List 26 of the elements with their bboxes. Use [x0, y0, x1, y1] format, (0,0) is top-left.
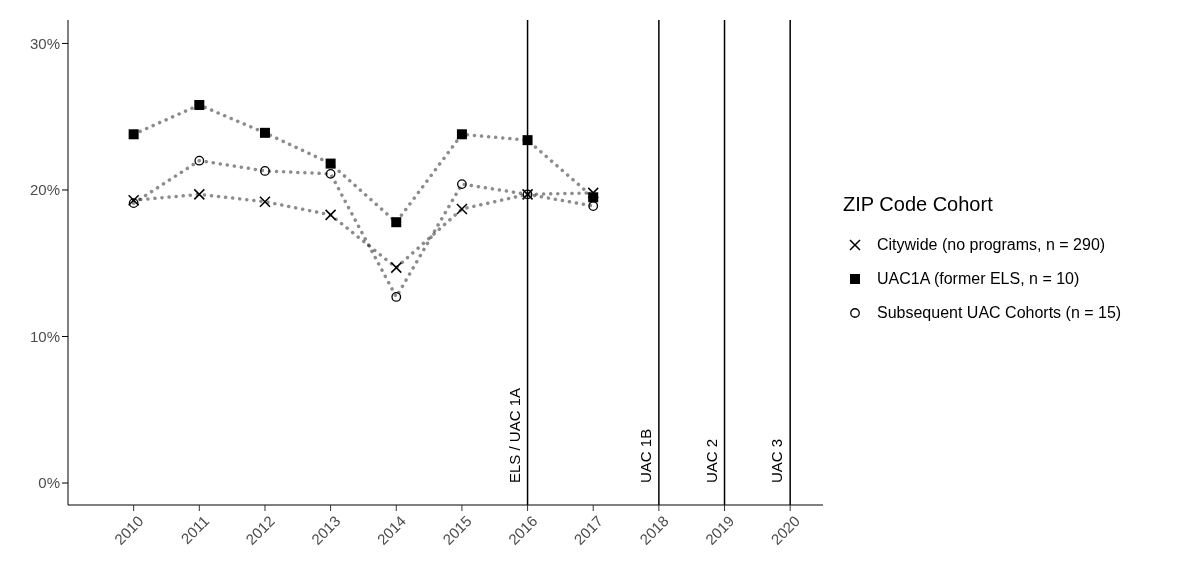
- legend-label: UAC1A (former ELS, n = 10): [877, 270, 1080, 288]
- y-tick-label: 10%: [29, 327, 60, 345]
- y-tick-label: 0%: [38, 474, 60, 492]
- ref-line-label: UAC 1B: [636, 428, 654, 483]
- y-tick-label: 20%: [29, 181, 60, 199]
- point: [128, 198, 139, 209]
- point: [456, 129, 467, 140]
- legend-label: Citywide (no programs, n = 290): [877, 236, 1106, 254]
- point: [128, 129, 139, 140]
- point: [391, 217, 402, 228]
- legend-title: ZIP Code Cohort: [843, 193, 994, 216]
- point: [588, 201, 599, 211]
- point: [260, 166, 270, 176]
- ref-line-label: UAC 2: [702, 438, 720, 483]
- point: [194, 99, 205, 110]
- legend-label: Subsequent UAC Cohorts (n = 15): [877, 304, 1122, 322]
- point: [391, 292, 402, 302]
- ref-line-label: UAC 3: [768, 438, 786, 483]
- point: [457, 179, 467, 190]
- y-tick-label: 30%: [29, 34, 60, 52]
- point: [325, 168, 336, 179]
- point: [325, 158, 336, 169]
- point: [259, 127, 270, 138]
- point: [194, 155, 205, 166]
- ref-line-label: ELS / UAC 1A: [505, 387, 523, 483]
- point: [522, 135, 533, 146]
